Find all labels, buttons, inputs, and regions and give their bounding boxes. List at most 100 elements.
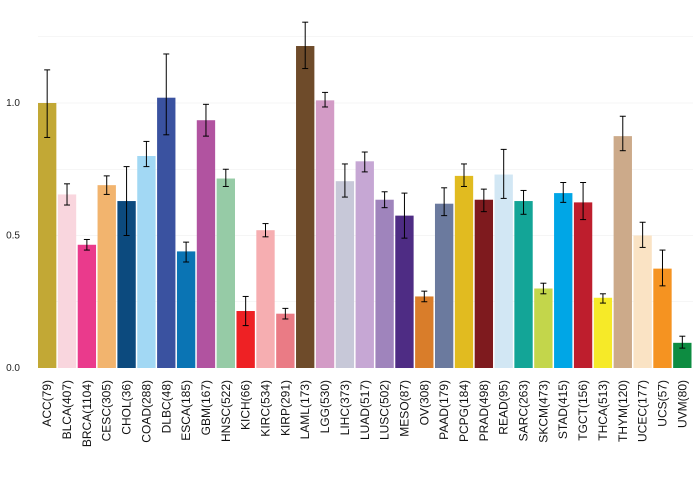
error-bar xyxy=(322,91,329,108)
error-bar xyxy=(64,183,71,206)
bar-kirp xyxy=(276,313,295,368)
x-tick-label: THYM(120) xyxy=(616,380,630,442)
x-tick-label: MESO(87) xyxy=(397,380,411,437)
x-tick-label: ACC(79) xyxy=(40,380,54,427)
x-tick-label: KIRP(291) xyxy=(278,380,292,436)
bar-acc xyxy=(38,103,57,368)
x-tick-label: UVM(80) xyxy=(675,380,689,428)
bar-ucs xyxy=(653,268,672,369)
error-bar xyxy=(599,293,606,304)
bar-esca xyxy=(176,251,196,368)
error-bar xyxy=(302,21,309,70)
error-bar xyxy=(480,188,487,213)
error-bar xyxy=(580,182,587,221)
x-tick-label: TGCT(156) xyxy=(576,380,590,441)
error-bar xyxy=(520,189,527,215)
error-bar xyxy=(460,163,467,187)
error-bar xyxy=(143,140,150,168)
x-tick-label: KIRC(534) xyxy=(259,380,273,437)
y-tick-label: 0.0 xyxy=(6,363,20,374)
y-tick-label: 1.0 xyxy=(6,98,20,109)
bar-lihc xyxy=(335,181,355,368)
bar-uvm xyxy=(673,342,692,368)
x-tick-label: LAML(173) xyxy=(298,380,312,439)
x-tick-label: LIHC(373) xyxy=(338,380,352,435)
x-tick-label: SARC(263) xyxy=(517,380,531,441)
bar-dlbc xyxy=(157,97,176,368)
bar-stad xyxy=(554,193,573,368)
y-axis: 0.0 0.5 1.0 xyxy=(6,98,20,374)
bar-pcpg xyxy=(454,175,474,369)
bar-sarc xyxy=(514,201,533,368)
error-bar xyxy=(202,103,209,137)
error-bar xyxy=(242,295,249,327)
error-bar xyxy=(262,223,269,238)
bar-kirc xyxy=(256,230,275,368)
bar-tgct xyxy=(573,202,593,369)
error-bar xyxy=(421,290,428,303)
bar-gbm xyxy=(196,120,216,368)
error-bar xyxy=(163,53,170,136)
x-tick-label: THCA(513) xyxy=(596,380,610,441)
x-tick-label: CESC(305) xyxy=(100,380,114,441)
error-bar xyxy=(659,249,666,287)
bar-ucec xyxy=(633,235,652,368)
bar-cesc xyxy=(97,185,116,368)
error-bar xyxy=(381,191,388,209)
error-bar xyxy=(222,168,229,187)
x-tick-label: DLBC(48) xyxy=(159,380,173,433)
x-tick-label: SKCM(473) xyxy=(536,380,550,443)
error-bar xyxy=(500,148,507,199)
error-bar xyxy=(282,307,289,320)
x-tick-label: LGG(530) xyxy=(318,380,332,433)
bars xyxy=(38,46,692,369)
bar-blca xyxy=(57,194,77,368)
x-tick-label: KICH(66) xyxy=(239,380,253,430)
x-tick-label: ESCA(185) xyxy=(179,380,193,441)
bar-thca xyxy=(593,297,613,368)
bar-luad xyxy=(355,161,374,368)
error-bar xyxy=(361,151,368,173)
x-tick-label: PAAD(179) xyxy=(437,380,451,440)
bar-brca xyxy=(77,244,97,368)
error-bar xyxy=(183,241,190,263)
bar-skcm xyxy=(534,288,553,368)
x-tick-label: BLCA(407) xyxy=(60,380,74,439)
x-tick-label: CHOL(36) xyxy=(120,380,134,435)
bar-kich xyxy=(236,311,255,368)
x-tick-label: PRAD(498) xyxy=(477,380,491,441)
x-tick-label: UCEC(177) xyxy=(636,380,650,442)
bar-paad xyxy=(434,203,454,368)
error-bar xyxy=(341,163,348,198)
error-bar xyxy=(401,192,408,239)
bar-read xyxy=(494,174,513,368)
bar-chol xyxy=(117,201,136,368)
bar-coad xyxy=(137,156,156,368)
y-tick-label: 0.5 xyxy=(6,231,20,242)
bar-meso xyxy=(395,215,414,369)
x-tick-label: HNSC(522) xyxy=(219,380,233,442)
x-tick-label: LUAD(517) xyxy=(358,380,372,440)
error-bar xyxy=(679,335,686,349)
error-bar xyxy=(619,115,626,152)
x-tick-label: READ(95) xyxy=(497,380,511,435)
bar-prad xyxy=(474,199,494,368)
x-tick-label: LUSC(502) xyxy=(378,380,392,440)
x-tick-label: COAD(288) xyxy=(139,380,153,443)
x-tick-label: OV(308) xyxy=(417,380,431,425)
error-bar xyxy=(441,187,448,217)
error-bar xyxy=(103,175,110,195)
bar-laml xyxy=(296,46,315,369)
x-axis: ACC(79) BLCA(407) BRCA(1104) CESC(305) CHOL(… xyxy=(40,380,689,447)
error-bar xyxy=(44,69,51,138)
error-bar xyxy=(83,238,90,251)
bar-lgg xyxy=(315,100,335,368)
x-tick-label: UCS(57) xyxy=(655,380,669,427)
x-tick-label: BRCA(1104) xyxy=(80,380,94,447)
error-bar xyxy=(560,182,567,203)
x-tick-label: STAD(415) xyxy=(556,380,570,439)
bar-lusc xyxy=(375,199,394,368)
x-tick-label: PCPG(184) xyxy=(457,380,471,442)
bar-thym xyxy=(613,136,632,369)
